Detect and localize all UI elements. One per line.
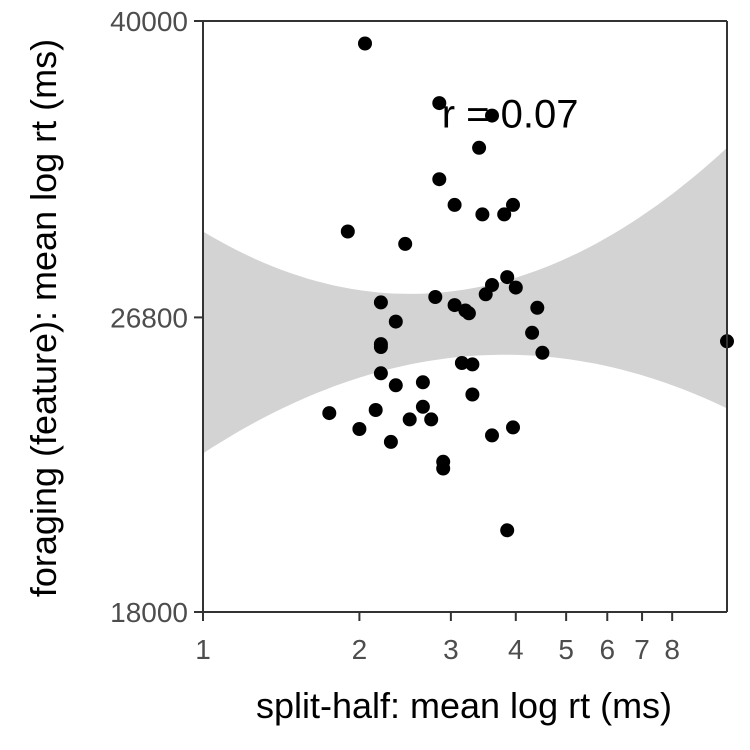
data-point [485, 428, 499, 442]
x-axis-title: split-half: mean log rt (ms) [256, 685, 672, 726]
data-point [403, 412, 417, 426]
x-tick-label: 5 [558, 634, 574, 665]
data-point [374, 366, 388, 380]
data-point [374, 295, 388, 309]
x-tick-label: 3 [443, 634, 459, 665]
data-point [358, 37, 372, 51]
data-point [322, 406, 336, 420]
x-tick-label: 4 [508, 634, 524, 665]
x-tick-label: 7 [634, 634, 650, 665]
data-point [341, 225, 355, 239]
data-point [506, 420, 520, 434]
y-tick-label: 40000 [110, 6, 188, 37]
data-point [479, 287, 493, 301]
data-point [398, 237, 412, 251]
data-point [465, 357, 479, 371]
data-point [384, 435, 398, 449]
y-axis-title: foraging (feature): mean log rt (ms) [23, 39, 64, 597]
confidence-band [203, 148, 727, 454]
data-point [509, 281, 523, 295]
data-point [525, 326, 539, 340]
data-point [535, 346, 549, 360]
data-point [506, 198, 520, 212]
data-point [389, 315, 403, 329]
data-point [352, 422, 366, 436]
x-tick-label: 6 [599, 634, 615, 665]
data-point [424, 412, 438, 426]
x-tick-label: 8 [664, 634, 680, 665]
correlation-annotation: r = 0.07 [442, 93, 579, 137]
x-tick-label: 1 [195, 634, 211, 665]
data-point [530, 301, 544, 315]
data-point [374, 340, 388, 354]
data-point [472, 141, 486, 155]
data-point [416, 375, 430, 389]
x-tick-label: 2 [352, 634, 368, 665]
data-point [428, 290, 442, 304]
data-point [436, 462, 450, 476]
y-tick-label: 18000 [110, 597, 188, 628]
y-tick-label: 26800 [110, 302, 188, 333]
data-point [416, 400, 430, 414]
confidence-band-layer [203, 148, 727, 454]
data-point [475, 207, 489, 221]
data-point [432, 172, 446, 186]
data-point [500, 523, 514, 537]
data-point [448, 198, 462, 212]
data-point [465, 388, 479, 402]
data-point [369, 403, 383, 417]
data-point [389, 378, 403, 392]
y-axis-ticks: 18000 26800 40000 [110, 6, 203, 628]
data-point [462, 306, 476, 320]
